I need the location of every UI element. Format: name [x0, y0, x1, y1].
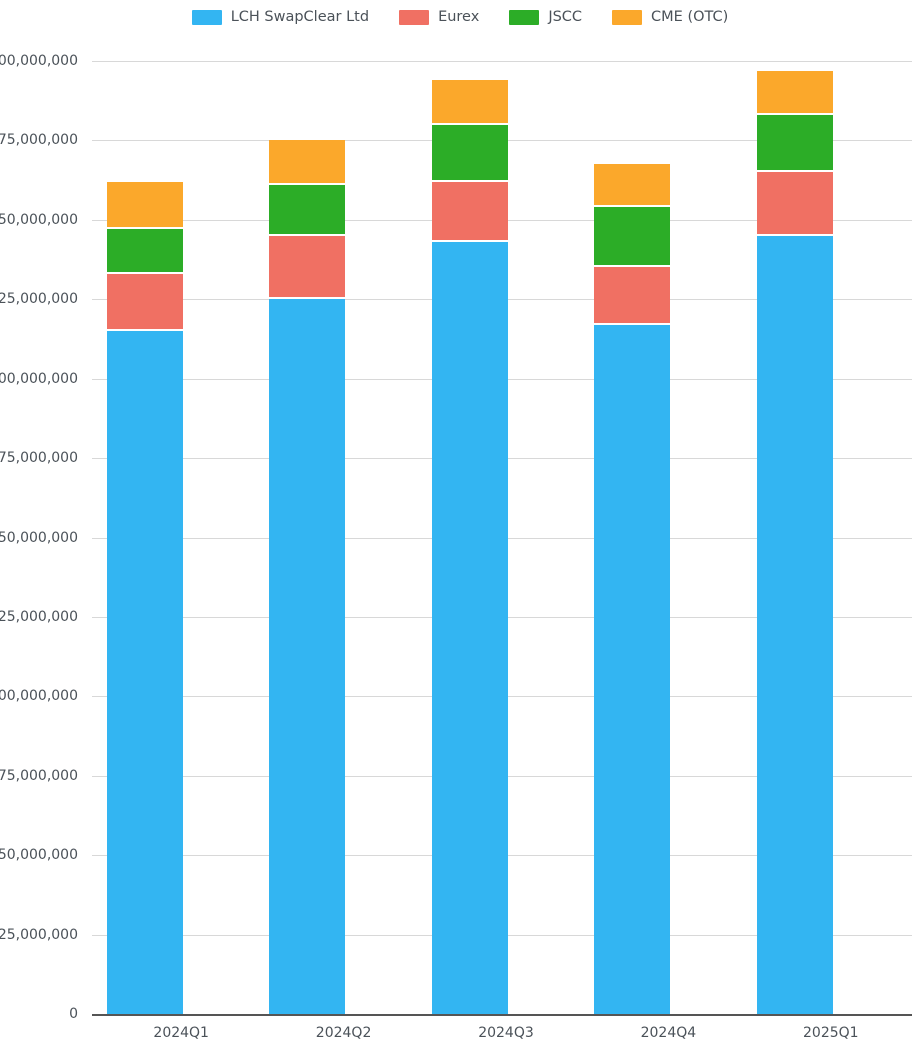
y-tick-label: 275,000,000 [0, 132, 78, 149]
legend-swatch-icon [399, 9, 430, 25]
y-tick-label: 225,000,000 [0, 291, 78, 308]
legend-swatch-icon [612, 9, 643, 25]
y-tick-label: 25,000,000 [0, 926, 78, 943]
bar-group-2024Q1[interactable] [107, 61, 183, 1014]
bar-segment[interactable] [594, 164, 671, 208]
y-axis-tick-labels: 0 25,000,000 50,000,000 75,000,000 100,000,0… [0, 53, 90, 1022]
legend-item-label: Eurex [438, 8, 480, 25]
bar-segment[interactable] [269, 140, 346, 185]
legend-swatch-icon [509, 9, 540, 25]
plot-area [92, 61, 912, 1016]
bar-segment[interactable] [756, 235, 833, 1014]
y-tick-label: 100,000,000 [0, 688, 78, 705]
legend-item-label: CME (OTC) [651, 8, 729, 25]
legend-item-3[interactable]: CME (OTC) [612, 8, 729, 25]
x-tick-label: 2024Q3 [478, 1025, 534, 1041]
bar-segment[interactable] [269, 299, 346, 1014]
bar-segment[interactable] [756, 70, 833, 115]
bar-segment[interactable] [107, 331, 183, 1014]
bar-segment[interactable] [431, 242, 508, 1014]
bar-group-2024Q2[interactable] [269, 61, 346, 1014]
bar-group-2024Q4[interactable] [594, 61, 671, 1014]
y-tick-label: 300,000,000 [0, 53, 78, 69]
y-tick-label: 50,000,000 [0, 847, 78, 864]
legend-item-0[interactable]: LCH SwapClear Ltd [191, 8, 370, 25]
bar-segment[interactable] [269, 235, 346, 300]
y-tick-label: 250,000,000 [0, 211, 78, 228]
bar-segment[interactable] [431, 80, 508, 125]
bar-segment[interactable] [269, 184, 346, 236]
x-tick-label: 2024Q1 [153, 1025, 209, 1041]
chart-legend: LCH SwapClear Ltd Eurex JSCC CME (OTC) [0, 0, 920, 34]
bar-segment[interactable] [594, 324, 671, 1014]
gridline [92, 61, 912, 62]
bar-segment[interactable] [756, 172, 833, 236]
bar-segment[interactable] [431, 181, 508, 243]
y-tick-label: 175,000,000 [0, 450, 78, 467]
legend-item-label: LCH SwapClear Ltd [230, 8, 370, 25]
y-tick-label: 150,000,000 [0, 529, 78, 546]
y-tick-label: 75,000,000 [0, 767, 78, 784]
legend-item-1[interactable]: Eurex [399, 8, 480, 25]
x-axis-tick-labels: 2024Q1 2024Q2 2024Q3 2024Q4 2025Q1 [100, 1019, 912, 1049]
x-tick-label: 2024Q4 [640, 1025, 697, 1041]
bar-group-2024Q3[interactable] [431, 61, 508, 1014]
bar-segment[interactable] [594, 267, 671, 325]
bar-segment[interactable] [107, 273, 183, 331]
bar-segment[interactable] [756, 115, 833, 173]
bar-segment[interactable] [594, 207, 671, 268]
bar-segment[interactable] [107, 181, 183, 230]
legend-item-label: JSCC [548, 8, 583, 25]
bar-segment[interactable] [107, 229, 183, 274]
y-tick-label: 0 [69, 1006, 78, 1022]
legend-swatch-icon [191, 9, 222, 25]
x-tick-label: 2024Q2 [315, 1025, 372, 1041]
x-tick-label: 2025Q1 [803, 1025, 859, 1041]
y-tick-label: 125,000,000 [0, 608, 78, 625]
legend-item-2[interactable]: JSCC [509, 8, 583, 25]
y-tick-label: 200,000,000 [0, 370, 78, 387]
bar-group-2025Q1[interactable] [756, 61, 833, 1014]
x-axis-line [92, 1014, 912, 1016]
bar-segment[interactable] [431, 124, 508, 182]
